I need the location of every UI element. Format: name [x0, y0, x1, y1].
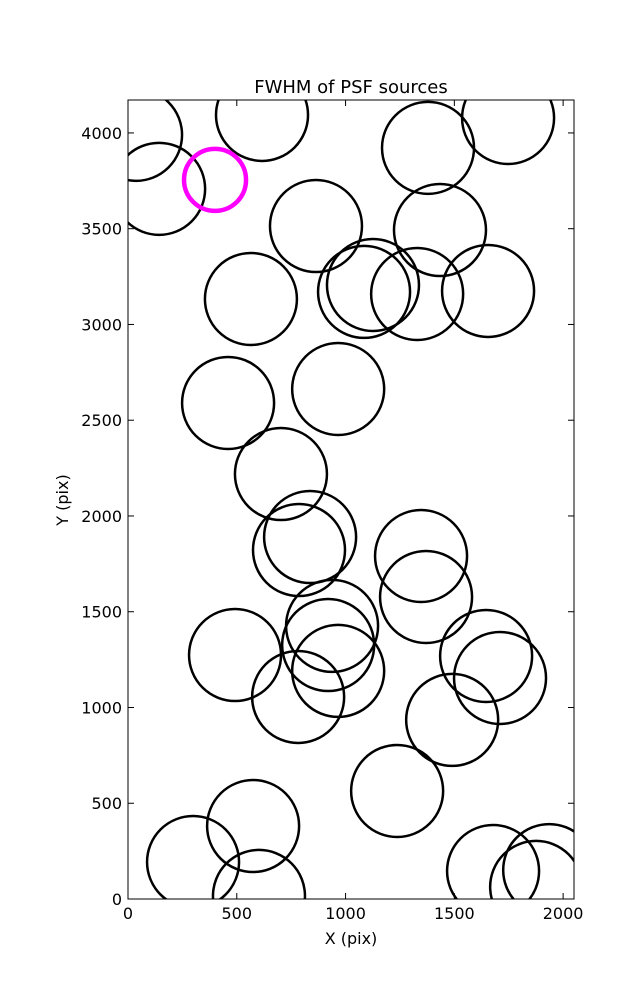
chart-title: FWHM of PSF sources: [254, 77, 448, 98]
psf-source: [404, 672, 500, 768]
x-axis-label: X (pix): [325, 929, 378, 948]
y-tick-label: 1500: [81, 603, 122, 622]
psf-source: [488, 839, 574, 899]
psf-source: [378, 549, 474, 645]
y-tick-label: 2000: [81, 507, 122, 526]
highlight-source: [181, 146, 249, 214]
x-tick-label: 1500: [434, 904, 475, 923]
psf-source: [460, 100, 556, 166]
x-tick-label: 0: [123, 904, 133, 923]
psf-source: [211, 848, 307, 899]
psf-source: [392, 182, 488, 278]
x-tick-label: 500: [222, 904, 253, 923]
y-tick-label: 3500: [81, 220, 122, 239]
psf-source: [268, 178, 364, 274]
psf-source: [214, 100, 310, 163]
y-tick-label: 2500: [81, 411, 122, 430]
psf-source: [452, 630, 548, 726]
y-tick-label: 0: [112, 890, 122, 909]
psf-source: [205, 778, 301, 874]
psf-source: [290, 623, 386, 719]
y-tick-label: 4000: [81, 124, 122, 143]
psf-source: [290, 341, 386, 437]
psf-source: [438, 608, 534, 704]
plot-area: [128, 100, 574, 899]
psf-source: [316, 244, 412, 340]
plot-frame: [127, 99, 575, 900]
psf-source: [373, 508, 469, 604]
x-tick-label: 2000: [543, 904, 584, 923]
y-tick-label: 3000: [81, 315, 122, 334]
psf-source: [325, 237, 421, 333]
y-axis-label: Y (pix): [53, 474, 72, 526]
x-tick-label: 1000: [325, 904, 366, 923]
psf-source: [128, 141, 207, 237]
psf-source: [233, 426, 329, 522]
psf-source: [280, 597, 376, 693]
psf-source: [440, 243, 536, 339]
psf-source: [445, 823, 541, 899]
psf-source: [203, 251, 299, 347]
psf-source: [501, 822, 574, 899]
psf-source: [128, 100, 184, 183]
psf-source: [349, 743, 445, 839]
psf-source: [250, 649, 346, 745]
psf-source: [369, 246, 465, 342]
psf-source: [251, 502, 347, 598]
psf-source: [180, 355, 276, 451]
psf-source: [262, 489, 358, 585]
psf-source: [145, 814, 241, 899]
y-tick-label: 500: [91, 794, 122, 813]
y-tick-label: 1000: [81, 698, 122, 717]
